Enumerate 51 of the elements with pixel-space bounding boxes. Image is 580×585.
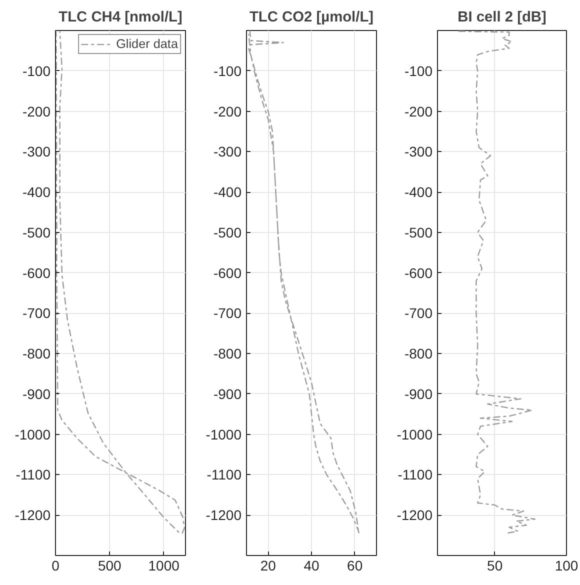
- y-tick-label: -100: [22, 62, 51, 79]
- y-tick-label: -700: [22, 305, 51, 322]
- y-tick-label: -600: [404, 264, 433, 281]
- y-tick-label: -100: [404, 62, 433, 79]
- y-tick-label: -600: [22, 264, 51, 281]
- x-tick-label: 40: [304, 558, 320, 574]
- chart-title: BI cell 2 [dB]: [458, 10, 547, 26]
- x-tick-label: 50: [487, 558, 503, 574]
- y-tick-label: -200: [404, 103, 433, 120]
- y-tick-label: -1100: [16, 466, 51, 483]
- y-tick-label: -400: [22, 184, 51, 200]
- x-tick-label: 500: [98, 558, 122, 574]
- y-tick-label: -900: [404, 386, 433, 402]
- y-tick-label: -500: [213, 224, 242, 240]
- x-tick-label: 20: [260, 558, 276, 574]
- y-tick-label: -700: [213, 305, 242, 322]
- y-tick-label: -1100: [206, 466, 242, 483]
- y-tick-label: -200: [22, 103, 51, 120]
- y-tick-label: -1000: [396, 426, 433, 442]
- y-tick-label: -800: [404, 346, 433, 362]
- y-tick-label: -500: [22, 224, 51, 240]
- x-tick-label: 0: [52, 558, 60, 574]
- y-tick-label: -300: [213, 144, 242, 160]
- y-tick-label: -300: [22, 144, 51, 160]
- y-tick-label: -100: [213, 62, 242, 79]
- chart-title: TLC CO2 [µmol/L]: [249, 10, 374, 26]
- y-tick-label: -400: [404, 184, 433, 200]
- y-tick-label: -900: [22, 386, 51, 402]
- y-tick-label: -1000: [206, 426, 242, 442]
- x-tick-label: 60: [347, 558, 363, 574]
- line-series: [458, 30, 536, 534]
- y-tick-label: -800: [22, 346, 51, 362]
- y-tick-label: -1200: [14, 507, 51, 524]
- line-series: [248, 30, 360, 534]
- y-tick-label: -400: [213, 184, 242, 200]
- y-tick-label: -700: [404, 305, 433, 322]
- y-tick-label: -600: [213, 264, 242, 281]
- y-tick-label: -1000: [14, 426, 51, 442]
- y-tick-label: -1200: [206, 507, 242, 524]
- x-tick-label: 1000: [148, 558, 180, 574]
- legend-label: Glider data: [116, 37, 178, 51]
- y-tick-label: -1100: [398, 466, 433, 483]
- y-tick-label: -1200: [396, 507, 433, 524]
- y-tick-label: -300: [404, 144, 433, 160]
- line-series: [56, 30, 186, 534]
- y-tick-label: -500: [404, 224, 433, 240]
- y-tick-label: -800: [213, 346, 242, 362]
- y-tick-label: -900: [213, 386, 242, 402]
- y-tick-label: -200: [213, 103, 242, 120]
- chart-title: TLC CH4 [nmol/L]: [58, 10, 182, 26]
- x-tick-label: 100: [554, 558, 578, 574]
